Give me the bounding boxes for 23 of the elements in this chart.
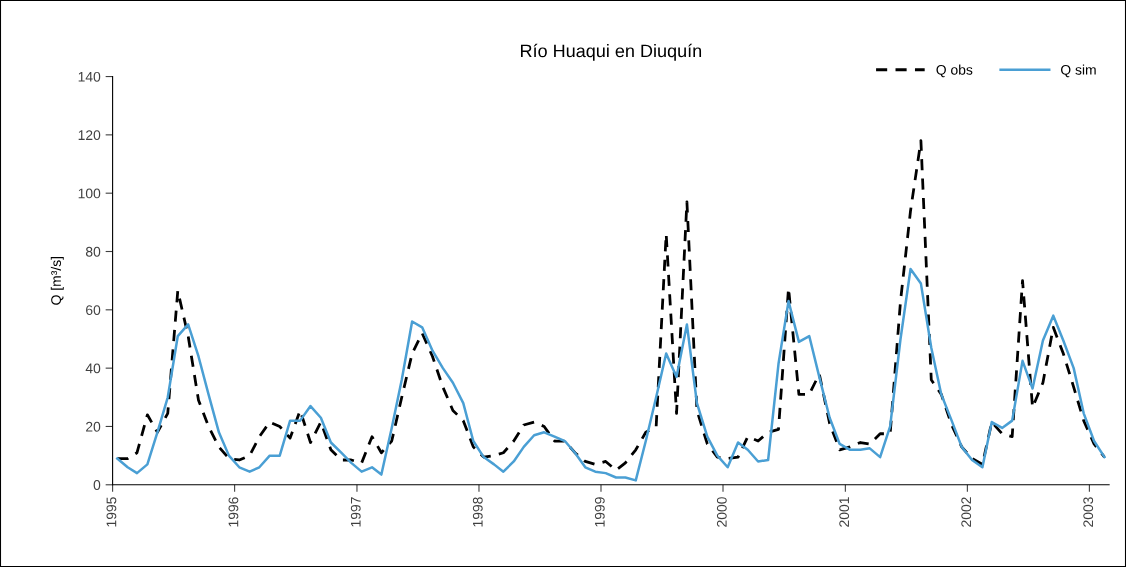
x-tick-label: 1996 [228,497,239,527]
y-axis-title: Q [m³/s] [50,256,64,305]
y-tick-label: 0 [93,480,101,490]
x-tick-label: 2003 [1083,497,1094,527]
line-series [116,267,1106,482]
legend-label: Q sim [1061,64,1096,78]
y-tick-label: 40 [85,363,101,374]
y-tick-label: 140 [78,71,101,82]
y-tick-label: 60 [86,305,101,315]
chart-title: Río Huaqui en Diuquín [521,43,702,61]
y-tick-label: 100 [78,188,101,199]
x-tick-label: 1999 [594,497,605,527]
x-tick-label: 2000 [716,497,727,527]
x-tick-label: 1997 [350,497,361,527]
x-tick-label: 1995 [106,497,117,527]
line-series [115,139,1106,472]
legend-label: Q obs [936,64,973,78]
y-tick-label: 80 [85,246,101,257]
x-tick-label: 2002 [961,497,972,527]
y-tick-label: 120 [78,130,101,141]
x-tick-label: 1998 [472,497,483,527]
y-tick-label: 20 [86,421,101,432]
x-tick-label: 2001 [839,497,850,527]
